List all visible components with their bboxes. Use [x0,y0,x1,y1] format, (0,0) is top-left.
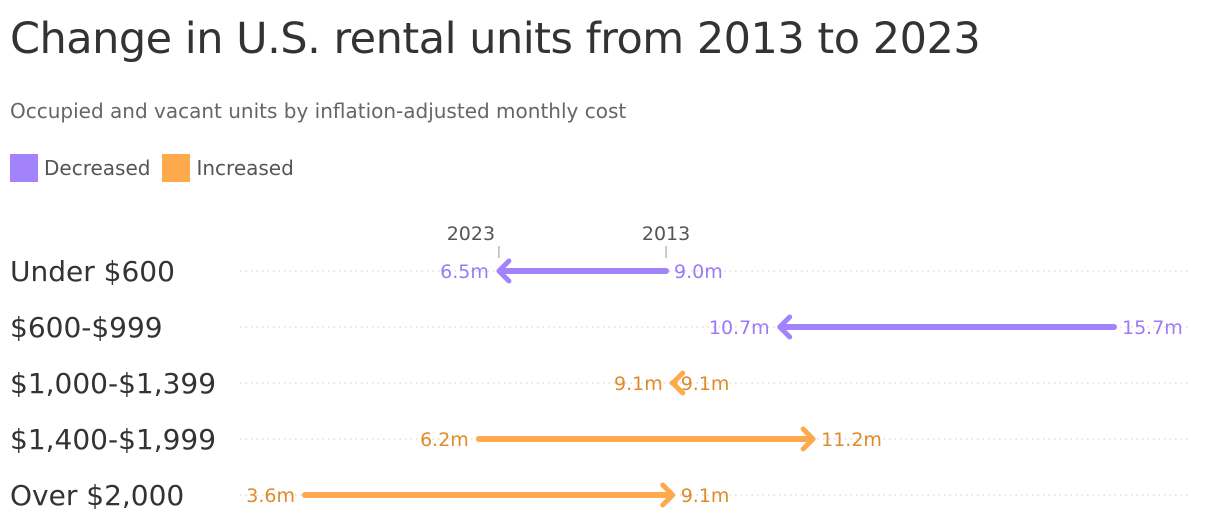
legend: Decreased Increased [10,154,294,182]
end-value-label: 10.7m [709,317,770,339]
legend-label-increased: Increased [196,156,294,180]
start-value-label: 9.1m [681,373,730,395]
category-label: $600-$999 [10,311,163,344]
category-label: $1,000-$1,399 [10,367,216,400]
end-value-label: 9.1m [614,373,663,395]
arrow-head [496,258,512,284]
category-label: Under $600 [10,255,175,288]
arrow-head [660,482,676,508]
start-value-label: 3.6m [246,485,295,507]
start-value-label: 6.2m [420,429,469,451]
arrow-head [800,426,816,452]
category-label: $1,400-$1,999 [10,423,216,456]
legend-swatch-increased [162,154,191,182]
chart-title: Change in U.S. rental units from 2013 to… [10,14,981,64]
arrow-head [670,370,686,396]
legend-item-decreased: Decreased [10,154,150,182]
chart-subtitle: Occupied and vacant units by inflation-a… [10,99,627,123]
start-value-label: 15.7m [1122,317,1183,339]
legend-swatch-decreased [10,154,38,182]
arrow-head [777,314,793,340]
end-value-label: 9.1m [681,485,730,507]
start-value-label: 9.0m [674,261,723,283]
end-value-label: 11.2m [821,429,882,451]
end-value-label: 6.5m [440,261,489,283]
legend-item-increased: Increased [162,154,294,182]
year-label-end: 2023 [447,223,495,245]
legend-label-decreased: Decreased [44,156,151,180]
year-label-start: 2013 [642,223,690,245]
category-label: Over $2,000 [10,479,184,512]
